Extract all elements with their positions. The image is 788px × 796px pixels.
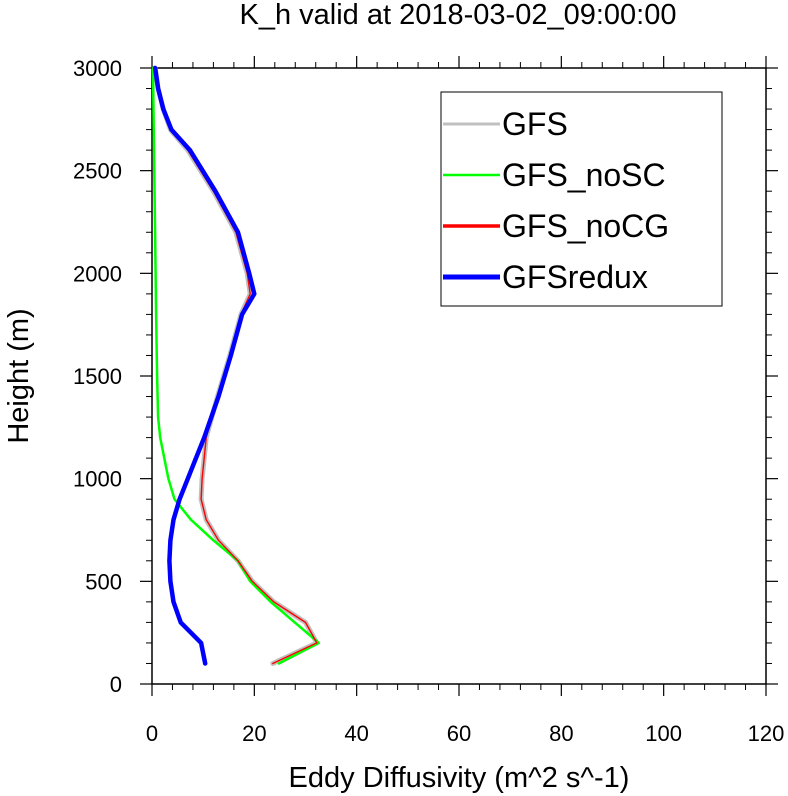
x-tick-label: 20 — [242, 721, 266, 746]
legend-label-gfs-nocg: GFS_noCG — [502, 208, 669, 244]
x-tick-label: 0 — [146, 721, 158, 746]
y-tick-label: 3000 — [73, 56, 122, 81]
y-tick-label: 2000 — [73, 261, 122, 286]
series-line-gfs-nosc — [151, 66, 321, 665]
y-tick-label: 1500 — [73, 364, 122, 389]
chart-title: K_h valid at 2018-03-02_09:00:00 — [240, 0, 677, 31]
legend-label-gfs: GFS — [502, 106, 568, 142]
minor-ticks — [146, 62, 772, 690]
major-ticks — [140, 56, 778, 696]
x-tick-label: 120 — [748, 721, 785, 746]
series-lines — [151, 65, 321, 666]
x-tick-labels: 0 20 40 60 80 100 120 — [146, 721, 784, 746]
series-line-gfsredux — [152, 65, 257, 666]
legend-box — [440, 91, 723, 307]
x-tick-label: 100 — [645, 721, 682, 746]
y-tick-labels: 0 500 1000 1500 2000 2500 3000 — [73, 56, 122, 697]
y-tick-label: 2500 — [73, 159, 122, 184]
y-axis-label: Height (m) — [3, 308, 35, 443]
y-tick-label: 0 — [110, 672, 122, 697]
legend-label-gfsredux: GFSredux — [502, 259, 648, 295]
y-tick-label: 1000 — [73, 467, 122, 492]
legend: GFS GFS_noSC GFS_noCG GFSredux — [440, 91, 723, 307]
x-tick-label: 80 — [549, 721, 573, 746]
y-tick-label: 500 — [85, 569, 122, 594]
legend-label-gfs-nosc: GFS_noSC — [502, 157, 666, 193]
x-tick-label: 60 — [447, 721, 471, 746]
x-axis-label: Eddy Diffusivity (m^2 s^-1) — [289, 762, 630, 794]
x-tick-label: 40 — [344, 721, 368, 746]
